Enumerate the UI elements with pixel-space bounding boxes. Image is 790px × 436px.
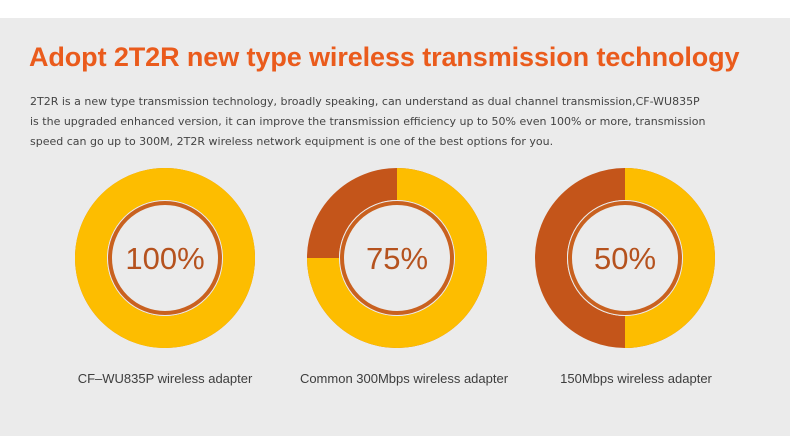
description-text: 2T2R is a new type transmission technolo… [30,92,750,152]
gauge-ring: 100% [75,168,255,348]
ring-filled [624,168,715,348]
gauge-caption: Common 300Mbps wireless adapter [299,371,509,386]
gauge-caption: CF–WU835P wireless adapter [77,371,253,386]
page-title: Adopt 2T2R new type wireless transmissio… [29,42,740,72]
ring-filled [75,168,255,348]
inner-ring [568,201,682,315]
inner-ring [108,201,222,315]
gauge-caption: 150Mbps wireless adapter [560,371,712,386]
percent-label: 100% [125,241,204,276]
gauge-ring: 50% [535,168,715,348]
description-line: 2T2R is a new type transmission technolo… [30,95,700,108]
percent-label: 50% [594,241,656,276]
ring-center [567,200,683,316]
gauge-ring: 75% [307,168,487,348]
gauge-150mbps: 50% [535,168,715,348]
inner-ring [340,201,454,315]
percent-label: 75% [366,241,428,276]
gauge-wu835p: 100% [75,168,255,348]
ring-center [107,200,223,316]
gauge-300mbps: 75% [307,168,487,348]
description-line: speed can go up to 300M, 2T2R wireless n… [30,135,554,148]
ring-filled [307,168,487,348]
ring-center [339,200,455,316]
description-line: is the upgraded enhanced version, it can… [30,115,706,128]
